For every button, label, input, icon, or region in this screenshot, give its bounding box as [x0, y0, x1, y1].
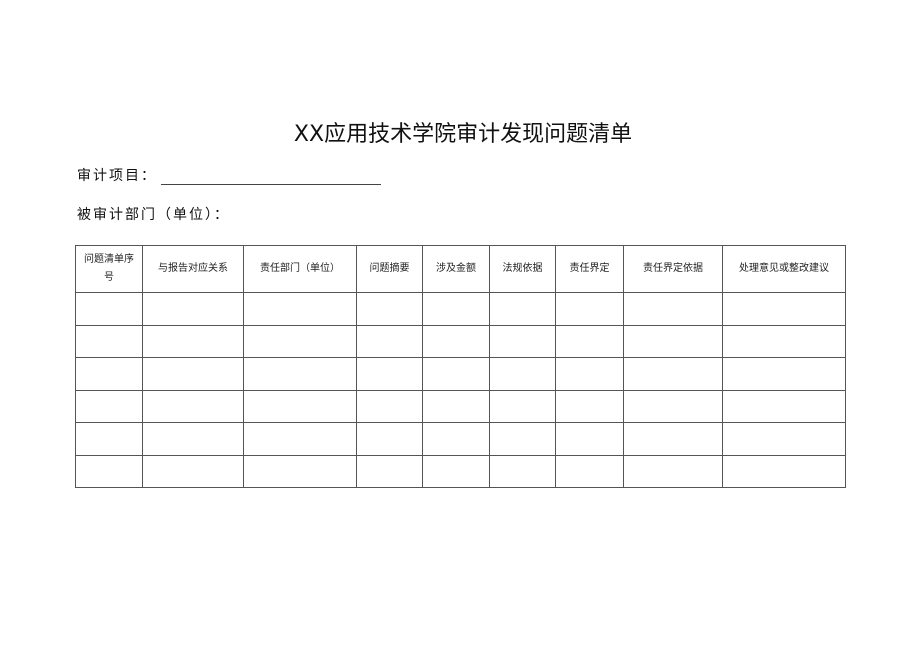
table-cell[interactable] [722, 454, 846, 488]
table-cell[interactable] [489, 324, 556, 358]
table-cell[interactable] [422, 292, 490, 326]
table-cell[interactable] [142, 324, 244, 358]
title-text: XX应用技术学院审计发现问题清单 [293, 122, 633, 147]
table-cell[interactable] [75, 389, 143, 423]
table-cell[interactable] [142, 357, 244, 391]
table-cell[interactable] [623, 389, 723, 423]
table-cell[interactable] [555, 454, 624, 488]
table-row [75, 454, 846, 488]
column-header: 与报告对应关系 [142, 245, 244, 293]
table-cell[interactable] [555, 357, 624, 391]
table-cell[interactable] [489, 357, 556, 391]
table-cell[interactable] [489, 292, 556, 326]
table-cell[interactable] [142, 292, 244, 326]
table-cell[interactable] [623, 292, 723, 326]
table-cell[interactable] [722, 422, 846, 456]
table-cell[interactable] [356, 422, 423, 456]
table-cell[interactable] [243, 389, 357, 423]
table-cell[interactable] [722, 292, 846, 326]
table-row [75, 422, 846, 456]
table-cell[interactable] [75, 292, 143, 326]
page-title: XX应用技术学院审计发现问题清单 [0, 116, 920, 148]
column-header: 责任部门（单位） [243, 245, 357, 293]
table-cell[interactable] [722, 389, 846, 423]
table-cell[interactable] [555, 422, 624, 456]
table-cell[interactable] [243, 292, 357, 326]
table-cell[interactable] [489, 422, 556, 456]
table-cell[interactable] [422, 357, 490, 391]
table-cell[interactable] [623, 324, 723, 358]
issues-table: 问题清单序号 与报告对应关系 责任部门（单位） 问题摘要 涉及金额 法规依据 责任界定 责任界… [75, 245, 846, 488]
table-cell[interactable] [356, 389, 423, 423]
table-cell[interactable] [243, 324, 357, 358]
table-cell[interactable] [75, 324, 143, 358]
table-cell[interactable] [489, 389, 556, 423]
column-header: 问题摘要 [356, 245, 423, 293]
table-cell[interactable] [623, 454, 723, 488]
table-cell[interactable] [243, 454, 357, 488]
table-cell[interactable] [623, 422, 723, 456]
table-cell[interactable] [243, 357, 357, 391]
table-cell[interactable] [555, 389, 624, 423]
table-cell[interactable] [722, 324, 846, 358]
table-cell[interactable] [142, 454, 244, 488]
column-header: 责任界定 [555, 245, 624, 293]
column-header: 涉及金额 [422, 245, 490, 293]
table-header-row: 问题清单序号 与报告对应关系 责任部门（单位） 问题摘要 涉及金额 法规依据 责任界定 责任界… [75, 245, 846, 293]
table-row [75, 292, 846, 326]
table-cell[interactable] [422, 324, 490, 358]
table-cell[interactable] [489, 454, 556, 488]
table-cell[interactable] [75, 357, 143, 391]
table-cell[interactable] [356, 357, 423, 391]
table-cell[interactable] [142, 389, 244, 423]
table-cell[interactable] [356, 454, 423, 488]
column-header: 处理意见或整改建议 [722, 245, 846, 293]
column-header: 问题清单序号 [75, 245, 143, 293]
table-cell[interactable] [75, 422, 143, 456]
table-cell[interactable] [142, 422, 244, 456]
table-cell[interactable] [356, 292, 423, 326]
column-header: 法规依据 [489, 245, 556, 293]
table-cell[interactable] [75, 454, 143, 488]
column-header: 责任界定依据 [623, 245, 723, 293]
table-cell[interactable] [555, 324, 624, 358]
audit-project-blank [161, 170, 381, 185]
table-cell[interactable] [555, 292, 624, 326]
table-cell[interactable] [623, 357, 723, 391]
table-cell[interactable] [356, 324, 423, 358]
table-row [75, 324, 846, 358]
table-cell[interactable] [422, 454, 490, 488]
audited-dept-label: 被审计部门（单位）： [77, 207, 230, 223]
table-cell[interactable] [722, 357, 846, 391]
table-cell[interactable] [422, 422, 490, 456]
table-cell[interactable] [243, 422, 357, 456]
table-cell[interactable] [422, 389, 490, 423]
audit-project-label: 审计项目： [77, 168, 157, 184]
table-row [75, 357, 846, 391]
audit-project-line: 审计项目： [77, 165, 381, 185]
table-row [75, 389, 846, 423]
